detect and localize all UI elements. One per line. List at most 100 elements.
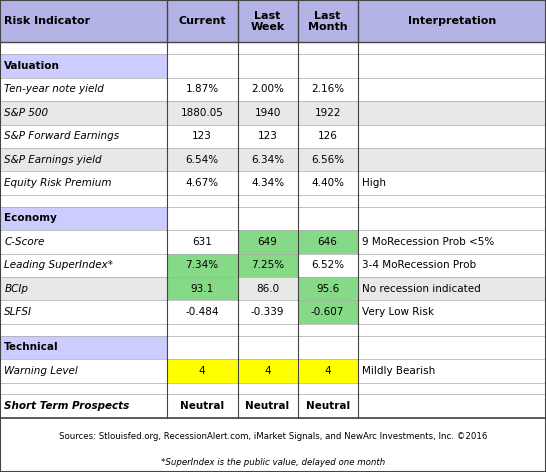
Text: Last
Week: Last Week [251,11,284,32]
Bar [0,253,167,277]
Bar [0,54,167,78]
Bar [167,253,238,277]
Text: *SuperIndex is the public value, delayed one month: *SuperIndex is the public value, delayed… [161,458,385,467]
Bar [0,301,167,324]
Bar [298,277,358,301]
Text: 4: 4 [324,366,331,376]
Text: Mildly Bearish: Mildly Bearish [362,366,435,376]
Bar [298,207,358,230]
Bar [0,230,167,253]
Text: Warning Level: Warning Level [4,366,78,376]
Bar [238,101,298,125]
Bar [358,253,546,277]
Bar [358,324,546,336]
Text: Very Low Risk: Very Low Risk [362,307,434,317]
Bar [0,418,546,472]
Bar [358,336,546,359]
Text: Current: Current [178,16,226,26]
Bar [358,101,546,125]
Text: 93.1: 93.1 [191,284,213,294]
Text: 123: 123 [258,131,277,141]
Text: 2.00%: 2.00% [251,84,284,94]
Text: Sources: Stlouisfed.org, RecessionAlert.com, iMarket Signals, and NewArc Investm: Sources: Stlouisfed.org, RecessionAlert.… [59,432,487,441]
Bar [358,148,546,171]
Text: 9 MoRecession Prob <5%: 9 MoRecession Prob <5% [362,237,494,247]
Text: 649: 649 [258,237,277,247]
Bar [298,253,358,277]
Bar [0,277,167,301]
Bar [238,42,298,54]
Text: 631: 631 [192,237,212,247]
Bar [0,78,167,101]
Bar [238,382,298,394]
Bar [0,125,167,148]
Text: Neutral: Neutral [246,401,289,411]
Bar [238,230,298,253]
Bar [238,253,298,277]
Bar [0,324,167,336]
Text: Technical: Technical [4,342,59,353]
Bar [358,207,546,230]
Text: 7.34%: 7.34% [186,260,218,270]
Text: Risk Indicator: Risk Indicator [4,16,91,26]
Text: Interpretation: Interpretation [408,16,496,26]
Bar [238,359,298,382]
Text: 6.34%: 6.34% [251,155,284,165]
Bar [298,171,358,195]
Text: Leading SuperIndex*: Leading SuperIndex* [4,260,114,270]
Bar [167,195,238,207]
Bar [298,195,358,207]
Bar [167,207,238,230]
Text: High: High [362,178,386,188]
Bar [298,394,358,418]
Bar [358,78,546,101]
Text: 2.16%: 2.16% [311,84,344,94]
Bar [238,148,298,171]
Bar [298,324,358,336]
Bar [0,394,167,418]
Bar [298,42,358,54]
Bar [167,336,238,359]
Text: S&P Forward Earnings: S&P Forward Earnings [4,131,120,141]
Text: -0.339: -0.339 [251,307,284,317]
Bar [167,148,238,171]
Text: C-Score: C-Score [4,237,45,247]
Bar [0,195,167,207]
Bar [167,42,238,54]
Bar [0,171,167,195]
Bar [167,54,238,78]
Bar [238,171,298,195]
Text: 95.6: 95.6 [316,284,339,294]
Bar [358,171,546,195]
Bar [0,0,546,42]
Bar [167,394,238,418]
Bar [358,195,546,207]
Bar [167,277,238,301]
Bar [0,148,167,171]
Text: 126: 126 [318,131,337,141]
Bar [0,101,167,125]
Bar [167,101,238,125]
Bar [358,230,546,253]
Bar [358,42,546,54]
Text: 3-4 MoRecession Prob: 3-4 MoRecession Prob [362,260,476,270]
Bar [167,78,238,101]
Bar [358,359,546,382]
Bar [298,101,358,125]
Text: 646: 646 [318,237,337,247]
Text: 4: 4 [264,366,271,376]
Text: 1880.05: 1880.05 [181,108,223,118]
Text: 6.56%: 6.56% [311,155,344,165]
Bar [238,54,298,78]
Bar [167,171,238,195]
Bar [298,359,358,382]
Bar [0,382,167,394]
Text: 4.67%: 4.67% [186,178,218,188]
Bar [167,230,238,253]
Text: Economy: Economy [4,213,57,223]
Bar [167,301,238,324]
Bar [298,230,358,253]
Text: No recession indicated: No recession indicated [362,284,480,294]
Bar [238,195,298,207]
Bar [298,54,358,78]
